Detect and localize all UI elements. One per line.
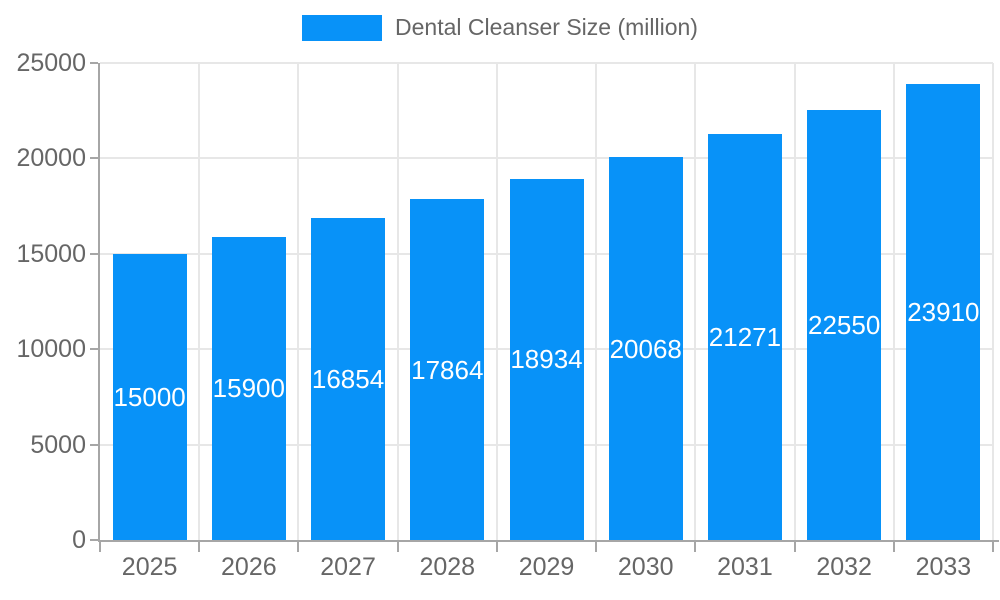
x-gridline xyxy=(694,63,697,540)
x-axis-tick xyxy=(694,540,697,552)
x-axis-tick xyxy=(992,540,994,552)
y-tick-label: 25000 xyxy=(16,49,86,77)
x-axis-line xyxy=(98,540,999,542)
legend-item[interactable]: Dental Cleanser Size (million) xyxy=(0,14,1000,41)
legend-swatch xyxy=(302,14,383,41)
x-tick-label: 2028 xyxy=(419,553,476,581)
x-axis-tick xyxy=(198,540,201,552)
y-tick-label: 20000 xyxy=(16,144,86,173)
y-tick-label: 10000 xyxy=(16,335,86,364)
bar[interactable] xyxy=(608,157,683,540)
x-gridline xyxy=(992,63,994,540)
y-axis-tick xyxy=(90,539,98,541)
bar[interactable] xyxy=(311,218,386,540)
x-axis-tick xyxy=(793,540,796,552)
x-tick-label: 2033 xyxy=(915,553,972,581)
y-tick-label: 15000 xyxy=(16,239,86,268)
y-axis-tick xyxy=(90,157,98,160)
x-tick-label: 2030 xyxy=(617,553,674,581)
x-tick-label: 2031 xyxy=(717,553,773,581)
x-gridline xyxy=(495,63,498,540)
bar[interactable] xyxy=(509,178,584,540)
y-axis-tick xyxy=(90,62,98,64)
bar[interactable] xyxy=(906,83,981,540)
x-axis-tick xyxy=(892,540,895,552)
bar[interactable] xyxy=(410,199,485,540)
y-gridline xyxy=(100,62,993,64)
y-gridline xyxy=(100,157,993,160)
x-axis-tick xyxy=(595,540,598,552)
x-tick-label: 2026 xyxy=(221,553,277,581)
y-axis-line xyxy=(98,63,100,542)
bar[interactable] xyxy=(807,109,882,540)
x-gridline xyxy=(595,63,598,540)
x-tick-label: 2032 xyxy=(816,553,872,581)
x-gridline xyxy=(396,63,399,540)
y-tick-label: 0 xyxy=(72,526,86,554)
x-gridline xyxy=(892,63,895,540)
legend-label: Dental Cleanser Size (million) xyxy=(395,14,698,40)
y-tick-label: 5000 xyxy=(30,430,86,459)
x-axis-tick xyxy=(297,540,300,552)
x-tick-label: 2025 xyxy=(121,553,178,581)
x-axis-tick xyxy=(396,540,399,552)
x-tick-label: 2029 xyxy=(518,553,575,581)
bar[interactable] xyxy=(707,134,782,540)
x-axis-tick xyxy=(99,540,101,552)
bar[interactable] xyxy=(112,253,187,540)
y-axis-tick xyxy=(90,443,98,446)
y-axis-tick xyxy=(90,348,98,351)
x-tick-label: 2027 xyxy=(320,553,376,581)
y-axis-tick xyxy=(90,252,98,255)
x-gridline xyxy=(793,63,796,540)
x-axis-tick xyxy=(495,540,498,552)
x-gridline xyxy=(198,63,201,540)
bar[interactable] xyxy=(211,236,286,540)
x-gridline xyxy=(297,63,300,540)
